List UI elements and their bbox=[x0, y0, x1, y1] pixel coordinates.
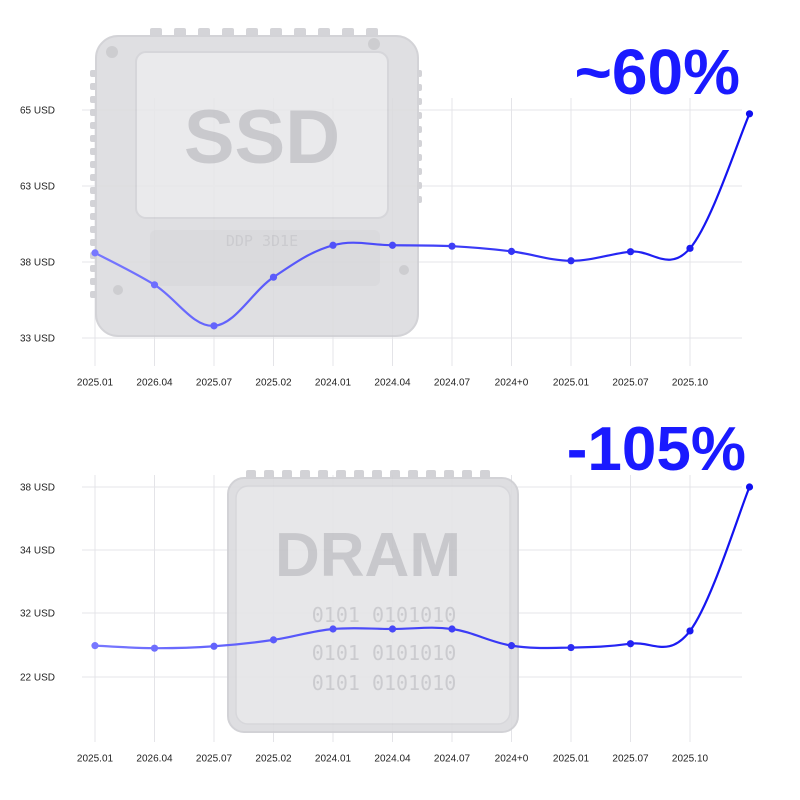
dram-data-point bbox=[448, 625, 456, 633]
dram-data-point bbox=[686, 627, 694, 635]
ssd-data-point bbox=[448, 242, 456, 250]
ssd-x-tick-label: 2024+0 bbox=[495, 378, 529, 389]
ssd-y-tick-label: 63 USD bbox=[20, 182, 55, 193]
dram-data-point bbox=[150, 644, 159, 652]
dram-x-tick-label: 2025.07 bbox=[612, 754, 649, 765]
dram-chip-bits-2: 0101 0101010 bbox=[312, 641, 457, 665]
dram-chip-bits-1: 0101 0101010 bbox=[312, 603, 457, 627]
dram-data-point bbox=[507, 642, 516, 650]
dram-headline: -105% bbox=[567, 415, 746, 484]
ssd-y-tick-label: 38 USD bbox=[20, 258, 55, 269]
dram-x-tick-label: 2025.10 bbox=[672, 754, 709, 765]
dram-data-point bbox=[269, 636, 278, 644]
dram-y-tick-label: 22 USD bbox=[20, 673, 55, 684]
ssd-data-point bbox=[210, 322, 218, 330]
ssd-x-tick-label: 2024.04 bbox=[374, 378, 411, 389]
dram-y-ticks: 38 USD 34 USD 32 USD 22 USD bbox=[20, 483, 55, 684]
dram-points bbox=[91, 483, 754, 652]
ssd-x-ticks: 2025.01 2026.04 2025.07 2025.02 2024.01 2024.… bbox=[77, 378, 709, 389]
dram-x-tick-label: 2026.04 bbox=[136, 754, 173, 765]
dram-chip-icon: DRAM 0101 0101010 0101 0101010 0101 0101… bbox=[227, 470, 519, 733]
dram-y-tick-label: 38 USD bbox=[20, 483, 55, 494]
dram-data-point bbox=[745, 483, 754, 491]
ssd-data-point bbox=[626, 248, 635, 256]
dram-data-point bbox=[91, 642, 99, 650]
ssd-y-ticks: 65 USD 63 USD 38 USD 33 USD bbox=[20, 106, 55, 345]
ssd-chip-code: DDP 3D1E bbox=[226, 232, 298, 250]
ssd-chip-icon: SSD DDP 3D1E bbox=[90, 28, 422, 337]
ssd-data-point bbox=[686, 244, 694, 252]
ssd-headline: ~60% bbox=[575, 36, 740, 108]
ssd-data-point bbox=[150, 281, 159, 289]
ssd-data-point bbox=[745, 110, 754, 118]
ssd-y-tick-label: 33 USD bbox=[20, 334, 55, 345]
ssd-x-tick-label: 2025.01 bbox=[77, 378, 114, 389]
ssd-x-tick-label: 2024.07 bbox=[434, 378, 471, 389]
ssd-x-tick-label: 2025.07 bbox=[196, 378, 233, 389]
dram-data-point bbox=[388, 625, 397, 633]
ssd-x-tick-label: 2025.01 bbox=[553, 378, 590, 389]
ssd-x-tick-label: 2025.02 bbox=[255, 378, 292, 389]
dram-data-point bbox=[626, 640, 635, 648]
ssd-points bbox=[91, 110, 754, 330]
ssd-data-point bbox=[507, 247, 516, 255]
dram-chip-bits-3: 0101 0101010 bbox=[312, 671, 457, 695]
dram-data-point bbox=[329, 625, 337, 633]
dram-data-point bbox=[567, 643, 575, 652]
ssd-y-tick-label: 65 USD bbox=[20, 106, 55, 117]
ssd-x-tick-label: 2024.01 bbox=[315, 378, 352, 389]
ssd-chip-label: SSD bbox=[184, 95, 340, 180]
ssd-x-tick-label: 2025.10 bbox=[672, 378, 709, 389]
dram-chip-label: DRAM bbox=[275, 521, 461, 590]
dram-x-tick-label: 2024.04 bbox=[374, 754, 411, 765]
ssd-data-point bbox=[91, 249, 99, 257]
dram-x-tick-label: 2025.01 bbox=[553, 754, 590, 765]
ssd-chart: SSD DDP 3D1E 65 USD 63 USD 38 USD 33 USD 20… bbox=[20, 28, 754, 389]
dram-x-tick-label: 2024+0 bbox=[495, 754, 529, 765]
dram-chart: DRAM 0101 0101010 0101 0101010 0101 0101… bbox=[20, 415, 754, 765]
ssd-data-point bbox=[329, 241, 337, 249]
ssd-data-point bbox=[388, 241, 397, 249]
dram-x-tick-label: 2025.07 bbox=[196, 754, 233, 765]
ssd-data-point bbox=[567, 257, 575, 265]
ssd-data-point bbox=[269, 273, 278, 281]
dram-x-ticks: 2025.01 2026.04 2025.07 2025.02 2024.01 2024.… bbox=[77, 754, 709, 765]
dram-y-tick-label: 32 USD bbox=[20, 609, 55, 620]
ssd-x-tick-label: 2025.07 bbox=[612, 378, 649, 389]
dram-x-tick-label: 2024.07 bbox=[434, 754, 471, 765]
dram-y-tick-label: 34 USD bbox=[20, 546, 55, 557]
ssd-series-line bbox=[93, 112, 751, 327]
dram-x-tick-label: 2024.01 bbox=[315, 754, 352, 765]
ssd-x-tick-label: 2026.04 bbox=[136, 378, 173, 389]
dram-x-tick-label: 2025.02 bbox=[255, 754, 292, 765]
dram-x-tick-label: 2025.01 bbox=[77, 754, 114, 765]
dram-data-point bbox=[210, 642, 218, 650]
